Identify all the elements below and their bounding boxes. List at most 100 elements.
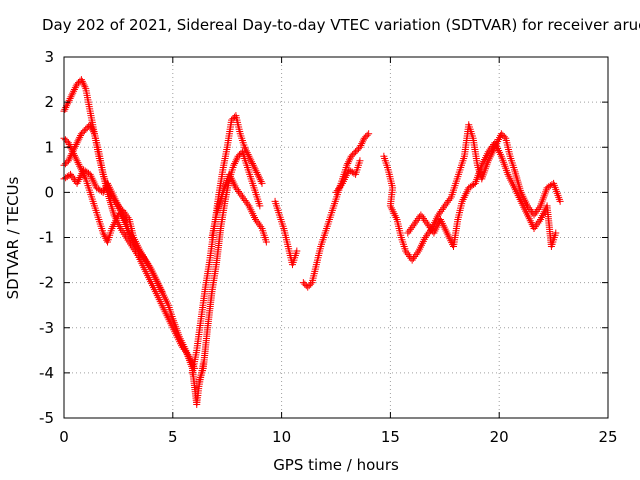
data-point-marker bbox=[255, 172, 263, 180]
data-point-marker bbox=[410, 220, 418, 228]
data-point-marker bbox=[304, 283, 312, 291]
data-point-marker bbox=[412, 218, 420, 226]
data-point-marker bbox=[236, 151, 244, 159]
data-point-marker bbox=[426, 224, 434, 232]
data-point-marker bbox=[530, 211, 538, 219]
data-point-marker bbox=[64, 157, 72, 165]
x-tick-label: 15 bbox=[381, 428, 400, 446]
data-point-marker bbox=[423, 220, 431, 228]
data-point-marker bbox=[70, 87, 78, 95]
data-point-marker bbox=[145, 261, 153, 269]
data-point-marker bbox=[178, 342, 186, 350]
data-point-marker bbox=[65, 171, 73, 179]
data-point-marker bbox=[412, 251, 420, 259]
data-point-marker bbox=[61, 105, 69, 113]
y-tick-label: -1 bbox=[39, 229, 54, 247]
data-point-marker bbox=[90, 128, 98, 136]
data-point-marker bbox=[68, 91, 76, 99]
x-tick-label: 10 bbox=[272, 428, 291, 446]
data-point-marker bbox=[363, 131, 371, 139]
data-point-marker bbox=[257, 178, 265, 186]
data-point-marker bbox=[353, 146, 361, 154]
data-point-marker bbox=[534, 219, 542, 227]
data-point-marker bbox=[72, 141, 80, 149]
data-point-marker bbox=[421, 216, 429, 224]
data-point-marker bbox=[67, 93, 75, 101]
axis-ticks bbox=[63, 56, 609, 419]
data-point-marker bbox=[262, 238, 270, 246]
x-tick-label: 5 bbox=[168, 428, 178, 446]
data-point-marker bbox=[77, 164, 85, 172]
data-point-marker bbox=[248, 159, 256, 167]
data-point-marker bbox=[343, 161, 351, 169]
data-point-marker bbox=[69, 89, 77, 97]
data-point-marker bbox=[64, 139, 72, 147]
data-point-marker bbox=[347, 152, 355, 160]
data-point-marker bbox=[78, 77, 86, 85]
data-point-marker bbox=[356, 157, 364, 165]
data-point-marker bbox=[497, 130, 505, 138]
y-tick-label: 0 bbox=[44, 183, 54, 201]
data-point-marker bbox=[76, 133, 84, 141]
data-point-marker bbox=[535, 204, 543, 212]
data-point-marker bbox=[231, 158, 239, 166]
data-point-marker bbox=[61, 136, 69, 144]
axis-tick-labels: 0 5 10 15 20 25 -5 -4 -3 -2 -1 0 1 2 3 bbox=[39, 48, 618, 446]
data-point-marker bbox=[406, 225, 414, 233]
data-point-marker bbox=[73, 157, 81, 165]
data-point-marker bbox=[73, 80, 81, 88]
data-point-marker bbox=[101, 233, 109, 241]
data-point-marker bbox=[484, 148, 492, 156]
y-tick-label: -4 bbox=[39, 364, 54, 382]
data-point-marker bbox=[405, 227, 413, 235]
data-point-marker bbox=[141, 254, 149, 262]
data-point-marker bbox=[409, 222, 417, 230]
data-point-marker bbox=[344, 159, 352, 167]
data-point-marker bbox=[358, 140, 366, 148]
data-point-marker bbox=[142, 256, 150, 264]
data-point-marker bbox=[83, 124, 91, 132]
data-point-marker bbox=[255, 221, 263, 229]
data-point-marker bbox=[243, 149, 251, 157]
data-point-marker bbox=[68, 146, 76, 154]
data-point-marker bbox=[525, 204, 533, 212]
data-point-marker bbox=[242, 198, 250, 206]
data-point-marker bbox=[66, 142, 74, 150]
data-point-marker bbox=[256, 176, 264, 184]
data-point-marker bbox=[249, 161, 257, 169]
data-point-marker bbox=[413, 249, 421, 257]
y-tick-label: -3 bbox=[39, 319, 54, 337]
data-point-marker bbox=[345, 158, 353, 166]
data-point-marker bbox=[62, 104, 70, 112]
x-tick-label: 25 bbox=[598, 428, 617, 446]
data-point-marker bbox=[69, 174, 77, 182]
data-point-marker bbox=[256, 202, 264, 210]
data-point-marker bbox=[139, 252, 147, 260]
y-tick-label: 1 bbox=[44, 138, 54, 156]
data-point-marker bbox=[74, 159, 82, 167]
data-point-marker bbox=[531, 209, 539, 217]
data-point-marker bbox=[77, 130, 85, 138]
data-point-marker bbox=[73, 139, 81, 147]
data-point-marker bbox=[158, 288, 166, 296]
data-point-marker bbox=[411, 252, 419, 260]
data-point-marker bbox=[124, 214, 132, 222]
data-point-marker bbox=[436, 209, 444, 217]
data-point-marker bbox=[439, 204, 447, 212]
data-point-marker bbox=[404, 251, 412, 259]
data-point-marker bbox=[242, 147, 250, 155]
data-point-marker bbox=[251, 165, 259, 173]
data-point-marker bbox=[404, 229, 412, 237]
data-point-marker bbox=[531, 223, 539, 231]
data-point-marker bbox=[61, 160, 69, 168]
data-point-marker bbox=[70, 151, 78, 159]
data-point-marker bbox=[87, 122, 95, 130]
data-point-marker bbox=[349, 151, 357, 159]
data-point-marker bbox=[252, 167, 260, 175]
data-point-marker bbox=[248, 158, 256, 166]
data-point-marker bbox=[305, 282, 313, 290]
data-point-marker bbox=[419, 215, 427, 223]
data-point-marker bbox=[362, 133, 370, 141]
data-point-marker bbox=[257, 223, 265, 231]
